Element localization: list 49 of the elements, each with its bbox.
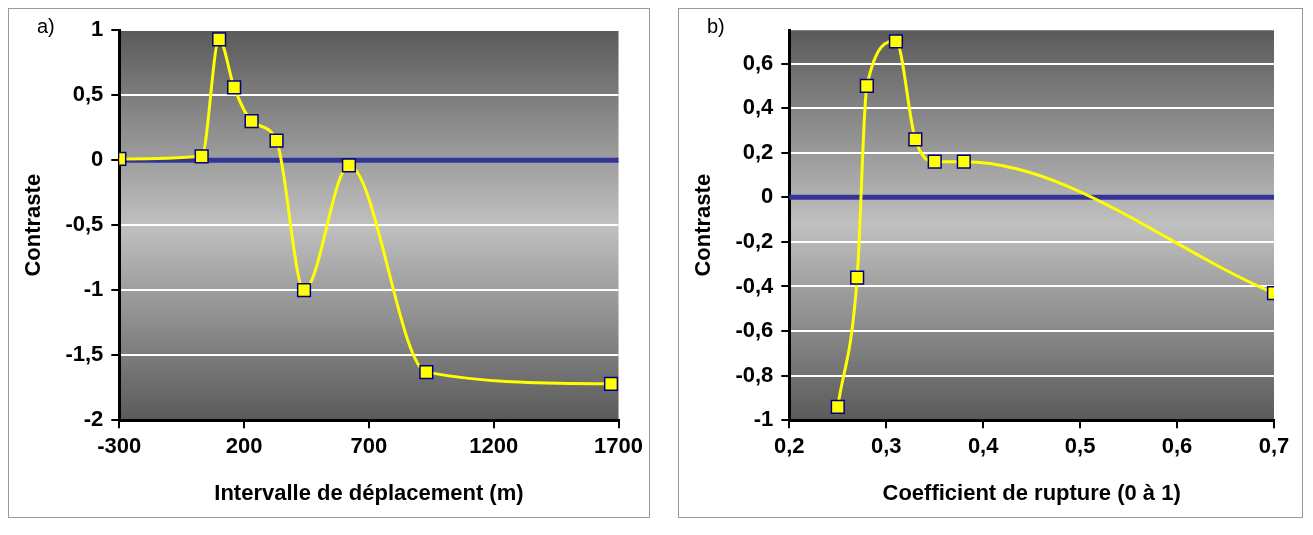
y-tick-label: -1,5 xyxy=(65,341,104,367)
point xyxy=(419,364,434,380)
x-tick-label: 0,3 xyxy=(870,433,902,459)
y-tick-label: -1 xyxy=(753,406,774,432)
x-axis-title: Coefficient de rupture (0 à 1) xyxy=(882,479,1181,505)
point xyxy=(956,154,971,169)
point xyxy=(341,158,357,173)
text: a) xyxy=(37,14,55,37)
y-tick-label: -0,2 xyxy=(735,227,774,253)
x-axis-title: Intervalle de déplacement (m) xyxy=(214,479,524,505)
point xyxy=(859,78,874,94)
y-tick-label: -1 xyxy=(83,276,104,302)
y-tick-label: 0,2 xyxy=(742,138,774,164)
y-tick-label: -2 xyxy=(83,406,104,432)
y-tick-label: 0 xyxy=(761,183,774,209)
y-tick-label: -0,5 xyxy=(65,211,104,237)
point xyxy=(927,154,942,169)
point xyxy=(244,114,259,129)
point xyxy=(269,133,284,148)
point xyxy=(212,32,227,47)
point xyxy=(850,270,865,285)
y-tick-label: 0 xyxy=(91,146,104,172)
y-tick-label: 0,4 xyxy=(742,94,775,120)
x-tick-label: 700 xyxy=(350,433,388,459)
y-tick-label: -0,8 xyxy=(735,361,774,387)
y-tick-label: 1 xyxy=(91,16,104,42)
point xyxy=(227,80,242,95)
point xyxy=(908,132,923,147)
x-tick-label: 0,7 xyxy=(1258,433,1290,459)
x-tick-label: 0,5 xyxy=(1064,433,1096,459)
y-tick-label: -0,6 xyxy=(735,317,774,343)
y-tick-label: 0,5 xyxy=(72,81,104,107)
x-tick-label: 1200 xyxy=(469,433,519,459)
point xyxy=(888,34,904,49)
y-tick-label: 0,6 xyxy=(742,49,774,75)
point xyxy=(830,399,845,414)
point xyxy=(296,283,312,298)
y-axis-title: Contraste xyxy=(690,173,716,277)
y-tick-label: -0,4 xyxy=(735,272,775,298)
y-axis-title: Contraste xyxy=(20,173,46,277)
text: b) xyxy=(707,14,725,37)
point xyxy=(194,149,209,164)
point xyxy=(603,376,619,391)
x-tick-label: 0,4 xyxy=(967,433,1000,459)
x-tick-label: 0,2 xyxy=(774,433,805,459)
x-tick-label: 200 xyxy=(225,433,263,459)
x-tick-label: -300 xyxy=(97,433,142,459)
x-tick-label: 1700 xyxy=(594,433,644,459)
x-tick-label: 0,6 xyxy=(1161,433,1193,459)
